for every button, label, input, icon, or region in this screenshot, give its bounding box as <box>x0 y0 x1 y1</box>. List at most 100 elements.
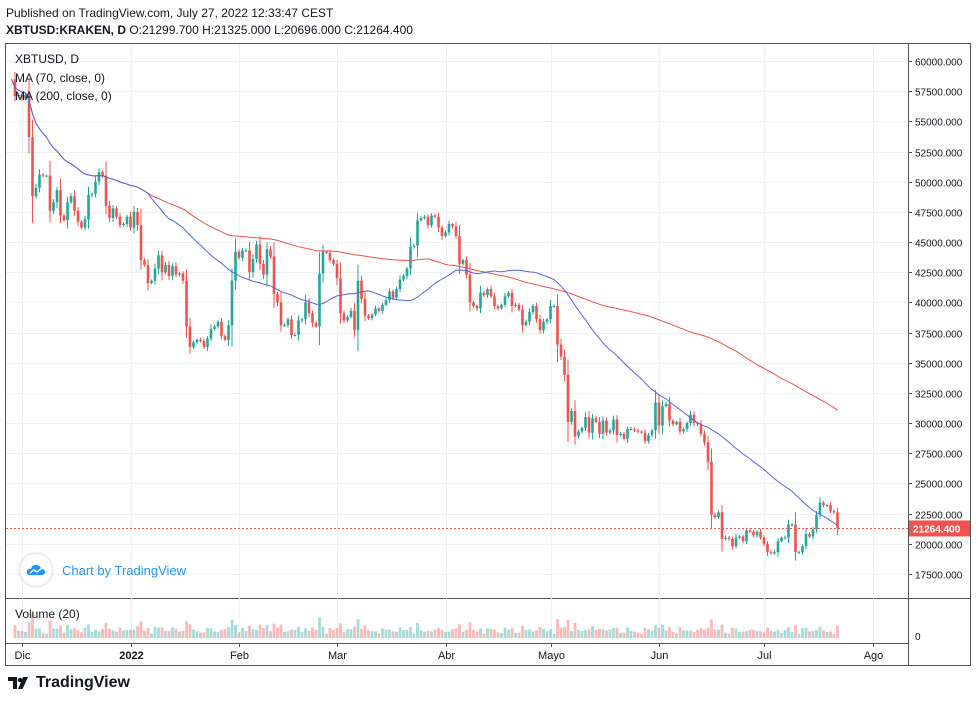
volume-bar <box>73 628 76 638</box>
candle-body <box>150 280 153 284</box>
candle-body <box>262 263 265 275</box>
volume-bar <box>475 631 479 638</box>
candle-body <box>388 291 391 300</box>
volume-bar <box>164 631 167 638</box>
volume-bar <box>346 629 349 638</box>
chart-by-badge[interactable]: Chart by TradingView <box>20 554 186 586</box>
candle-body <box>580 427 584 432</box>
candle-body <box>454 226 458 237</box>
volume-bar <box>262 628 265 638</box>
candle-body <box>300 319 304 321</box>
tradingview-footer-logo[interactable]: TradingView <box>8 674 130 692</box>
volume-bar <box>811 631 815 638</box>
volume-bar <box>622 632 626 638</box>
volume-bar <box>241 628 244 638</box>
candle-body <box>790 524 794 526</box>
candle-body <box>377 308 381 311</box>
candle-body <box>706 442 710 462</box>
candle-body <box>776 541 780 553</box>
candle-body <box>335 263 339 279</box>
volume-bar <box>727 633 731 638</box>
volume-bar <box>671 632 675 638</box>
volume-bar <box>531 631 535 638</box>
tradingview-cloud-icon <box>20 554 52 586</box>
ohlc-values: O:21299.700 H:21325.000 L:20696.000 C:21… <box>129 23 413 37</box>
volume-bar <box>104 622 108 638</box>
x-axis-labels: Dic 2022 Feb Mar Abr Mayo Jun Jul Ago <box>15 650 884 662</box>
candle-body <box>171 266 174 276</box>
legend-ma200[interactable]: MA (200, close, 0) <box>15 89 112 103</box>
volume-bar <box>556 619 559 638</box>
candle-body <box>780 537 783 542</box>
volume-bar <box>300 631 304 638</box>
candle-body <box>444 232 447 237</box>
volume-bar <box>314 630 318 638</box>
candle-body <box>752 531 755 536</box>
volume-bar <box>381 628 384 638</box>
volume-bar <box>521 625 524 638</box>
candle-body <box>227 325 230 340</box>
candle-body <box>244 250 248 252</box>
volume-bar <box>374 631 377 638</box>
candle-body <box>122 223 125 226</box>
candle-body <box>556 306 559 345</box>
volume-bar <box>626 627 629 638</box>
y-tick-label: 60000.000 <box>915 58 963 69</box>
volume-bar <box>829 631 832 638</box>
volume-bar <box>69 629 73 638</box>
chart-by-label[interactable]: Chart by TradingView <box>62 562 187 578</box>
candle-body <box>129 216 132 228</box>
volume-bar <box>734 628 738 638</box>
candle-body <box>248 250 251 273</box>
candle-body <box>41 174 45 176</box>
volume-bar <box>822 630 825 638</box>
candle-body <box>132 211 136 228</box>
candle-body <box>542 321 545 331</box>
y-tick-label: 30000.000 <box>915 420 963 431</box>
outer-frame <box>5 43 971 666</box>
candle-body <box>181 273 185 281</box>
volume-bar <box>787 627 790 638</box>
candle-body <box>804 534 808 547</box>
candle-body <box>640 431 643 433</box>
volume-bar <box>311 627 314 638</box>
volume-bar <box>731 628 734 638</box>
y-tick-label: 42500.000 <box>915 269 963 280</box>
candle-body <box>265 249 269 275</box>
candle-body <box>108 205 111 218</box>
candle-body <box>283 325 286 327</box>
volume-bar <box>216 631 220 638</box>
legend-ma70[interactable]: MA (70, close, 0) <box>15 71 106 85</box>
volume-bar <box>157 627 160 638</box>
candle-body <box>510 292 514 307</box>
volume-bar <box>24 632 27 638</box>
candle-body <box>496 306 500 309</box>
candle-body <box>234 251 237 281</box>
legend-volume[interactable]: Volume (20) <box>15 607 80 621</box>
candle-body <box>461 260 465 264</box>
candle-body <box>97 172 101 182</box>
candle-body <box>20 94 24 99</box>
volume-bar <box>514 632 517 638</box>
volume-bar <box>790 632 794 638</box>
volume-bar <box>776 630 780 638</box>
candle-body <box>486 289 489 296</box>
volume-bar <box>31 613 34 638</box>
volume-bar <box>111 630 115 638</box>
candle-body <box>458 236 461 264</box>
volume-bar <box>804 627 808 638</box>
candle-body <box>195 339 199 343</box>
volume-bar <box>87 624 90 638</box>
candle-body <box>500 304 503 309</box>
y-tick-label: 25000.000 <box>915 480 963 491</box>
candle-body <box>101 172 104 176</box>
candle-body <box>717 512 720 518</box>
volume-bar <box>664 630 668 638</box>
candle-body <box>349 310 353 317</box>
volume-bar <box>255 630 258 638</box>
volume-bar <box>461 632 465 638</box>
candle-body <box>773 552 776 554</box>
candle-body <box>818 502 822 515</box>
candle-body <box>801 546 804 553</box>
